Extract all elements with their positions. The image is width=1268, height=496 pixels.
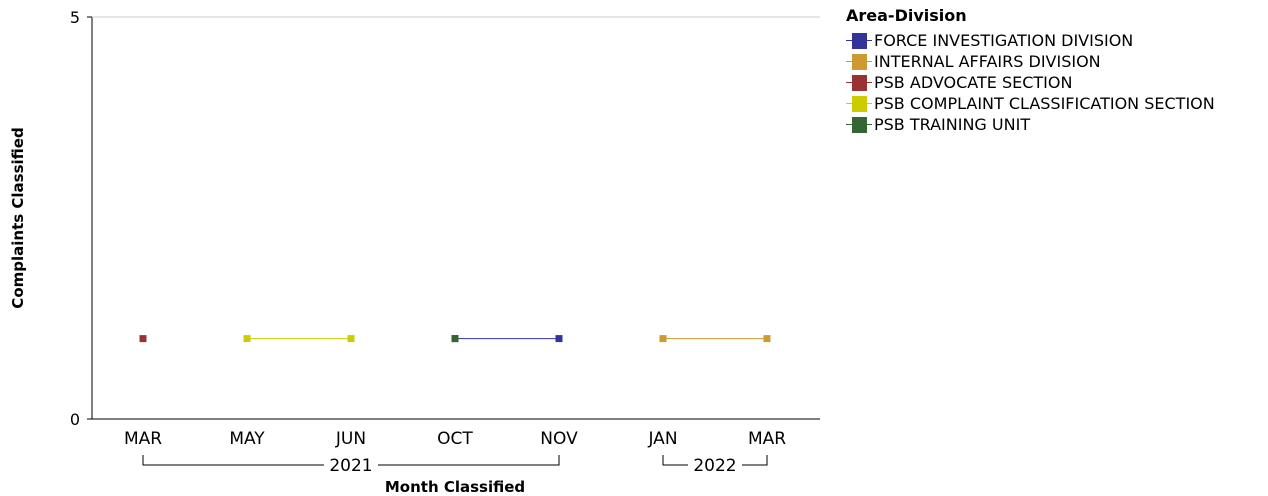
x-tick-label: OCT	[437, 429, 473, 449]
legend-label: PSB TRAINING UNIT	[874, 115, 1031, 134]
y-tick-label: 0	[70, 410, 80, 429]
year-bracket-left	[662, 455, 688, 466]
legend-items: FORCE INVESTIGATION DIVISION INTERNAL AFF…	[846, 30, 1215, 135]
legend-item: FORCE INVESTIGATION DIVISION	[846, 30, 1215, 51]
legend-item: INTERNAL AFFAIRS DIVISION	[846, 51, 1215, 72]
year-bracket-left	[142, 455, 324, 466]
year-bracket-right	[378, 455, 560, 466]
legend: Area-Division FORCE INVESTIGATION DIVISI…	[846, 6, 1215, 135]
x-tick-label: JUN	[335, 429, 366, 449]
x-axis-title: Month Classified	[385, 478, 525, 496]
year-label: 2022	[693, 456, 736, 476]
x-tick-label: MAR	[748, 429, 786, 449]
legend-item: PSB ADVOCATE SECTION	[846, 72, 1215, 93]
data-point	[659, 335, 667, 343]
year-label: 2021	[329, 456, 372, 476]
data-point	[139, 335, 147, 343]
y-axis-title: Complaints Classified	[9, 127, 27, 308]
legend-swatch	[846, 116, 872, 133]
data-points	[139, 335, 771, 343]
data-point	[243, 335, 251, 343]
legend-label: PSB ADVOCATE SECTION	[874, 73, 1073, 92]
y-tick-labels: 05	[70, 8, 80, 429]
data-point	[347, 335, 355, 343]
legend-swatch	[846, 53, 872, 70]
legend-label: PSB COMPLAINT CLASSIFICATION SECTION	[874, 94, 1215, 113]
x-tick-label: NOV	[540, 429, 578, 449]
legend-swatch	[846, 32, 872, 49]
legend-swatch	[846, 74, 872, 91]
legend-label: FORCE INVESTIGATION DIVISION	[874, 31, 1134, 50]
axes	[87, 16, 820, 420]
year-group: 2022	[662, 455, 768, 476]
year-bracket-right	[742, 455, 768, 466]
y-tick-label: 5	[70, 8, 80, 27]
legend-item: PSB COMPLAINT CLASSIFICATION SECTION	[846, 93, 1215, 114]
legend-item: PSB TRAINING UNIT	[846, 114, 1215, 135]
x-tick-labels: MAR MAY JUN OCT NOV JAN MAR	[124, 429, 786, 449]
x-tick-label: MAR	[124, 429, 162, 449]
data-point	[451, 335, 459, 343]
legend-title: Area-Division	[846, 6, 967, 25]
year-group: 2021	[142, 455, 560, 476]
x-tick-label: JAN	[647, 429, 677, 449]
data-point	[555, 335, 563, 343]
data-point	[763, 335, 771, 343]
x-tick-label: MAY	[229, 429, 265, 449]
year-group-brackets: 2021 2022	[142, 455, 768, 476]
legend-label: INTERNAL AFFAIRS DIVISION	[874, 52, 1101, 71]
legend-swatch	[846, 95, 872, 112]
